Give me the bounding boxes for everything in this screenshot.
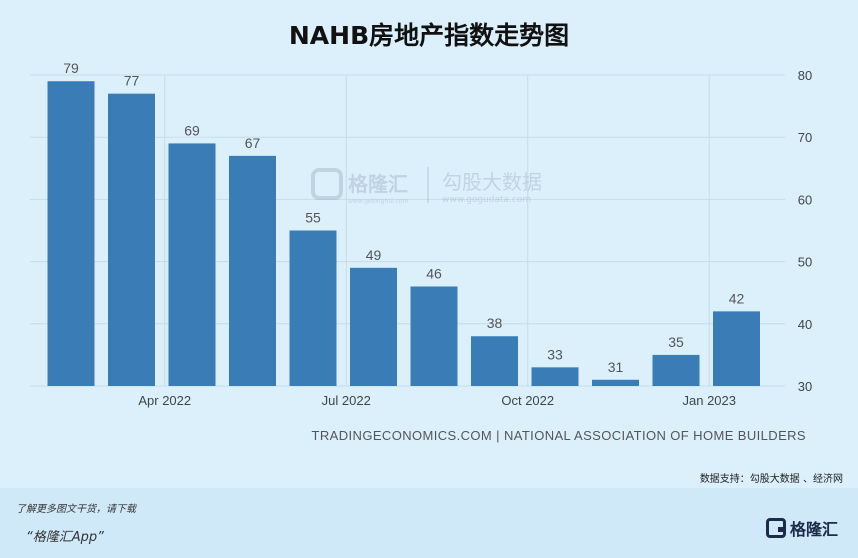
bar xyxy=(108,93,155,386)
x-tick-label: Oct 2022 xyxy=(501,393,554,408)
data-label: 55 xyxy=(305,210,321,226)
data-label: 35 xyxy=(668,334,684,350)
data-label: 69 xyxy=(184,122,200,138)
y-tick-label: 40 xyxy=(798,317,812,332)
data-label: 49 xyxy=(366,247,382,263)
data-label: 38 xyxy=(487,315,503,331)
data-label: 77 xyxy=(124,73,140,89)
y-tick-label: 30 xyxy=(798,379,812,394)
download-prompt: 了解更多图文干货，请下载 xyxy=(16,504,136,515)
logo-icon xyxy=(766,517,786,538)
bar xyxy=(229,155,276,386)
x-tick-label: Jan 2023 xyxy=(683,393,737,408)
footer-band xyxy=(0,488,858,558)
data-label: 79 xyxy=(63,60,79,76)
data-label: 31 xyxy=(608,359,624,375)
brand-logo: 格隆汇 xyxy=(766,505,846,550)
watermark-data-brand: 勾股大数据 xyxy=(442,170,542,194)
watermark-logo-icon xyxy=(311,168,343,200)
bar-chart: 格隆汇 www.gelonghui.com 勾股大数据 www.gogudata… xyxy=(30,60,812,408)
y-tick-label: 60 xyxy=(798,192,812,207)
bar xyxy=(713,311,760,386)
bar xyxy=(47,81,95,386)
data-labels: 79 77 69 67 55 49 46 38 33 31 35 42 xyxy=(63,60,744,375)
logo-text: 格隆汇 xyxy=(790,519,839,539)
watermark: 格隆汇 www.gelonghui.com 勾股大数据 www.gogudata… xyxy=(311,167,542,205)
bar xyxy=(592,379,639,386)
watermark-brand: 格隆汇 xyxy=(348,172,408,196)
chart-title: NAHB房地产指数走势图 xyxy=(288,21,570,50)
bar xyxy=(471,336,518,386)
watermark-data-url: www.gogudata.com xyxy=(442,195,531,205)
y-axis-ticks: 30 40 50 60 70 80 xyxy=(798,68,812,394)
data-support-text: 数据支持：勾股大数据 、经济网 xyxy=(699,474,843,485)
data-label: 33 xyxy=(547,346,563,362)
bar xyxy=(168,143,216,386)
data-label: 46 xyxy=(426,265,442,281)
bar xyxy=(410,286,458,386)
bars xyxy=(47,81,760,386)
app-name: “格隆汇App” xyxy=(26,530,104,545)
bar xyxy=(289,230,337,386)
bar xyxy=(531,367,579,386)
watermark-brand-url: www.gelonghui.com xyxy=(348,198,409,205)
y-tick-label: 70 xyxy=(798,130,812,145)
data-label: 67 xyxy=(245,135,261,151)
x-tick-label: Apr 2022 xyxy=(138,393,191,408)
chart-source: TRADINGECONOMICS.COM | NATIONAL ASSOCIAT… xyxy=(311,428,806,443)
bar xyxy=(350,267,397,386)
x-tick-label: Jul 2022 xyxy=(322,393,371,408)
bar xyxy=(652,354,700,386)
x-axis-ticks: Apr 2022 Jul 2022 Oct 2022 Jan 2023 xyxy=(138,393,736,408)
y-tick-label: 80 xyxy=(798,68,812,83)
data-label: 42 xyxy=(729,290,745,306)
y-tick-label: 50 xyxy=(798,255,812,270)
